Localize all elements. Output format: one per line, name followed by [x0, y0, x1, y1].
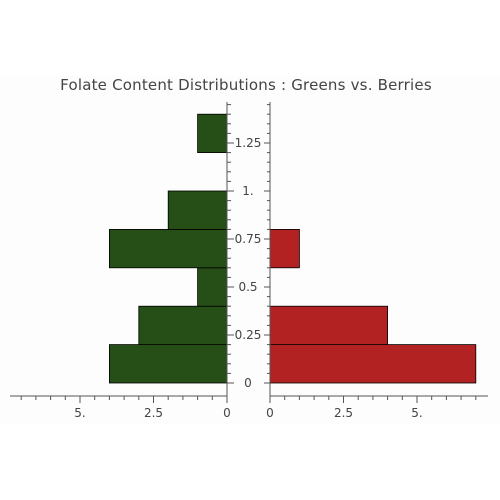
right-bar — [269, 305, 388, 346]
right-x-tick-label: 2.5 — [334, 406, 353, 420]
left-x-tick-label: 0 — [223, 406, 231, 420]
right-bars-group — [269, 228, 477, 384]
left-bar — [109, 344, 228, 384]
right-x-tick-label: 5. — [411, 406, 422, 420]
right-x-tick-label: 0 — [266, 406, 274, 420]
chart-title: Folate Content Distributions : Greens vs… — [60, 76, 432, 94]
y-tick-label: 1. — [242, 184, 253, 198]
y-tick-label: 0.25 — [235, 328, 262, 342]
left-bar — [197, 113, 228, 153]
y-tick-label: 0.75 — [235, 232, 262, 246]
right-bar — [269, 228, 300, 269]
y-tick-label: 1.25 — [235, 136, 262, 150]
left-bar — [138, 305, 228, 346]
y-tick-label: 0.5 — [238, 280, 257, 294]
tick-labels-group: 0 0.25 0.5 0.75 1. 1.25 5. 2.5 0 0 2.5 5. — [74, 136, 422, 420]
left-bar — [197, 267, 228, 307]
right-bar — [269, 344, 477, 384]
left-bars-group — [109, 113, 228, 384]
axes-group — [10, 102, 488, 403]
left-bar — [109, 228, 228, 269]
left-x-tick-label: 2.5 — [144, 406, 163, 420]
left-bar — [167, 190, 228, 230]
left-x-tick-label: 5. — [74, 406, 85, 420]
y-tick-label: 0 — [244, 376, 252, 390]
